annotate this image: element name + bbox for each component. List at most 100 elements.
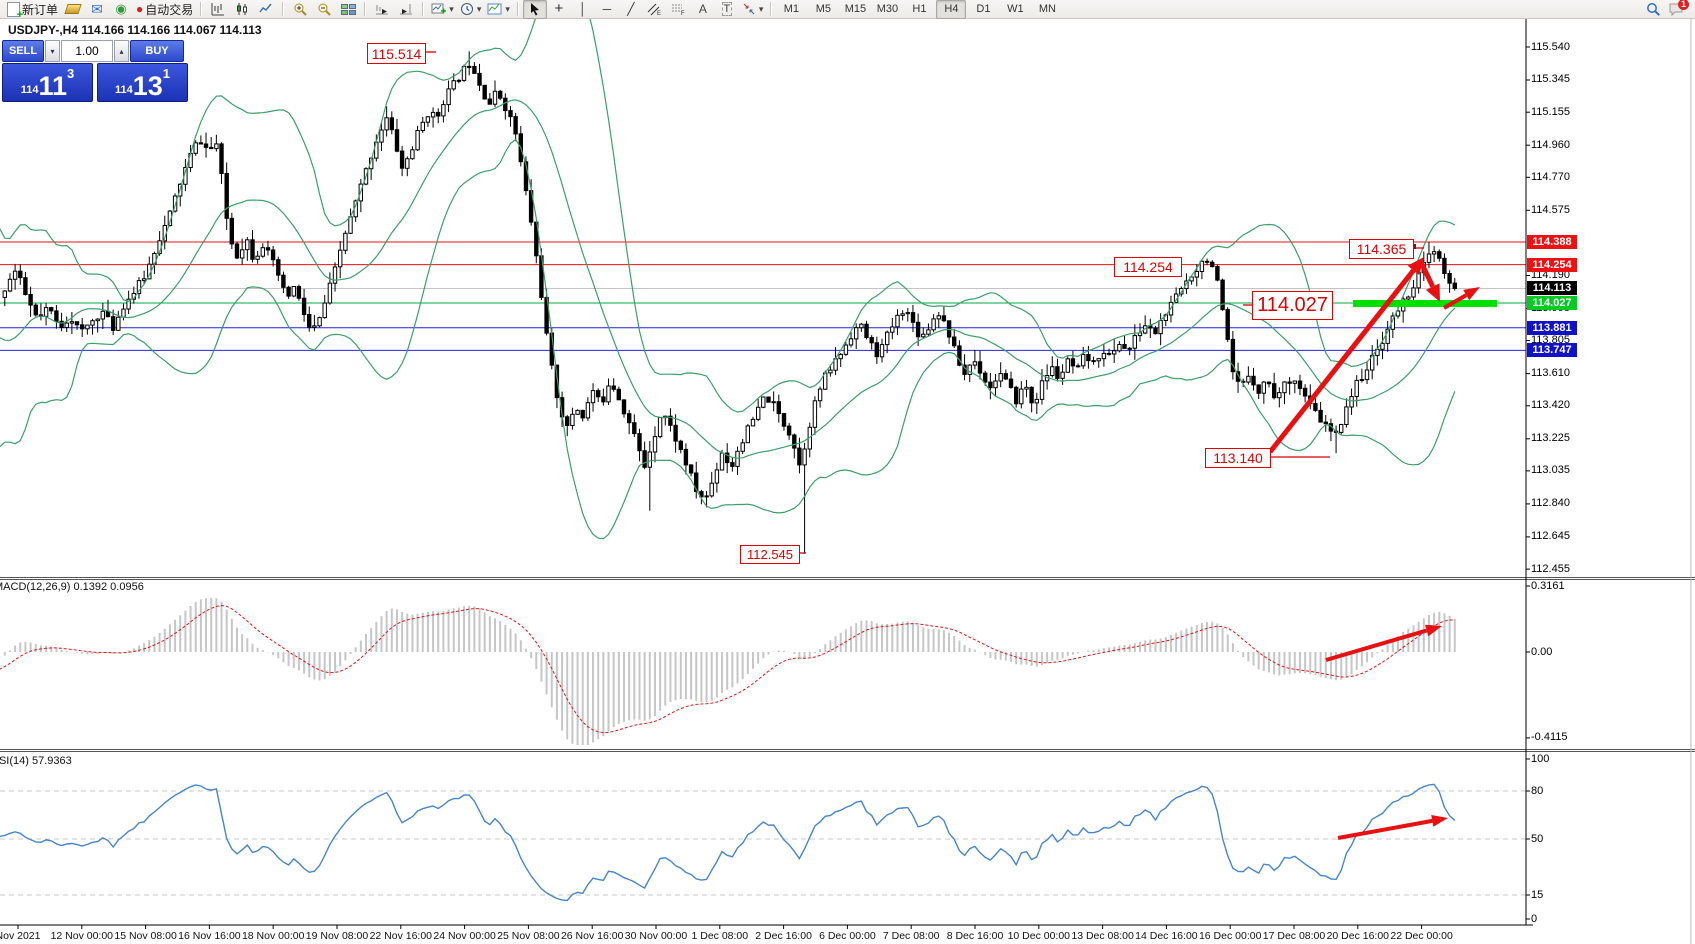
trend-arrow (1268, 268, 1416, 454)
volume-decrease-button[interactable]: ▾ (45, 40, 60, 62)
crosshair-tool-button[interactable]: + (547, 0, 571, 19)
trend-arrow (1325, 628, 1428, 662)
bollinger-bands (0, 19, 1456, 540)
time-axis-label-17: 13 Dec 08:00 (1071, 930, 1134, 942)
buy-price-display[interactable]: 114 13 1 (97, 63, 188, 102)
trend-arrow (1442, 293, 1468, 310)
price-annotation-115.514[interactable]: 115.514 (367, 43, 426, 64)
tf-button-M30[interactable]: M30 (876, 3, 899, 15)
bar-chart-icon (211, 3, 225, 16)
notifications-button[interactable]: 1 (1669, 0, 1689, 16)
rsi-axis-label-80: 80 (1531, 784, 1544, 797)
vertical-line-tool-button[interactable]: │ (571, 0, 595, 19)
buy-button[interactable]: BUY (130, 40, 184, 62)
text-tool-button[interactable]: A (691, 0, 715, 19)
price-axis-label-114.190: 114.190 (1531, 268, 1570, 281)
toolbar: 新订单 ✉ ◉ ● 自动交易 ▾ (0, 0, 1695, 21)
price-axis-label-113.610: 113.610 (1531, 367, 1570, 380)
text-icon: A (698, 2, 707, 16)
time-axis-label-1: 12 Nov 00:00 (50, 930, 114, 942)
volume-input[interactable] (61, 40, 113, 62)
trend-arrow-head (1431, 815, 1448, 827)
price-badge-113.881: 113.881 (1527, 320, 1577, 335)
time-axis-label-8: 25 Nov 08:00 (497, 930, 560, 942)
candles (2, 51, 1457, 554)
macd-axis-label-0.00: 0.00 (1531, 645, 1553, 658)
macd-axis-label-0.3161: 0.3161 (1531, 579, 1565, 592)
mail-icon: ✉ (91, 1, 103, 17)
chart-title: USDJPY-,H4 114.166 114.166 114.067 114.1… (8, 23, 262, 37)
sell-price-display[interactable]: 114 11 3 (2, 63, 93, 102)
bar-chart-mode-button[interactable] (206, 0, 230, 19)
price-annotation-112.545[interactable]: 112.545 (740, 545, 800, 564)
zoom-in-button[interactable] (288, 0, 312, 19)
tile-windows-button[interactable] (336, 0, 360, 19)
price-annotation-113.140[interactable]: 113.140 (1205, 448, 1271, 468)
time-axis-label-18: 14 Dec 16:00 (1135, 930, 1198, 942)
chart-shift-button[interactable] (394, 0, 418, 19)
tf-button-MN[interactable]: MN (1038, 3, 1056, 15)
rsi-axis-label-100: 100 (1531, 752, 1550, 765)
channel-tool-button[interactable]: E (643, 0, 667, 19)
cursor-tool-button[interactable] (522, 0, 547, 19)
crosshair-icon: + (554, 0, 564, 17)
autotrading-button[interactable]: ● 自动交易 (133, 0, 196, 19)
separator (364, 2, 367, 16)
tf-button-M15[interactable]: M15 (844, 3, 867, 15)
text-label-tool-button[interactable]: T (715, 0, 739, 19)
time-axis-label-5: 19 Nov 08:00 (305, 930, 369, 942)
tf-button-M1[interactable]: M1 (783, 3, 800, 15)
rsi-axis-label-15: 15 (1531, 888, 1544, 901)
buy-price-main: 13 (132, 71, 163, 101)
search-icon[interactable] (1646, 2, 1661, 17)
clock-icon (460, 3, 473, 15)
line-chart-mode-button[interactable] (254, 0, 278, 19)
signal-button[interactable]: ◉ (109, 0, 133, 19)
tf-button-W1[interactable]: W1 (1007, 3, 1024, 15)
trend-arrow-head (1463, 287, 1480, 301)
price-annotation-114.254[interactable]: 114.254 (1114, 257, 1182, 277)
sell-button[interactable]: SELL (2, 40, 44, 62)
price-axis-label-114.960: 114.960 (1531, 138, 1570, 151)
tf-button-H1[interactable]: H1 (912, 3, 927, 15)
time-axis-label-2: 15 Nov 08:00 (114, 930, 177, 942)
time-axis-label-0: Nov 2021 (0, 930, 41, 942)
sell-price-prefix: 114 (20, 84, 39, 96)
trendline-tool-button[interactable]: ╱ (619, 0, 643, 19)
price-annotation-114.027[interactable]: 114.027 (1252, 291, 1333, 320)
macd-indicator-label: MACD(12,26,9) 0.1392 0.0956 (0, 581, 144, 593)
new-chart-button[interactable]: ▾ (428, 0, 457, 19)
templates-button[interactable]: ▾ (484, 0, 513, 19)
tf-button-H4[interactable]: H4 (936, 0, 967, 19)
mail-button[interactable]: ✉ (85, 0, 109, 19)
dropdown-icon[interactable]: ▾ (505, 3, 510, 14)
zoom-out-button[interactable] (312, 0, 336, 19)
price-badge-114.388: 114.388 (1527, 234, 1577, 249)
gold-bar-icon (64, 4, 82, 14)
sell-price-main: 11 (38, 71, 68, 101)
shapes-tool-button[interactable]: ▾ (739, 0, 767, 19)
candlestick-mode-button[interactable] (230, 0, 254, 19)
new-order-icon (7, 1, 23, 21)
separator (422, 2, 425, 16)
fibonacci-tool-button[interactable]: F (667, 0, 691, 19)
volume-increase-button[interactable]: ▴ (114, 40, 129, 62)
dropdown-icon[interactable]: ▾ (476, 3, 482, 14)
market-watch-button[interactable] (61, 0, 85, 19)
dropdown-icon[interactable]: ▾ (758, 3, 764, 14)
periods-button[interactable]: ▾ (457, 0, 485, 19)
dropdown-icon[interactable]: ▾ (449, 3, 454, 14)
tf-button-M5[interactable]: M5 (815, 3, 832, 15)
time-axis-label-21: 20 Dec 16:00 (1326, 930, 1390, 942)
tf-button-D1[interactable]: D1 (976, 3, 991, 15)
rsi-axis-label-0: 0 (1531, 912, 1538, 925)
separator (200, 2, 203, 16)
time-axis-label-13: 6 Dec 00:00 (819, 930, 876, 942)
new-order-button[interactable]: 新订单 (4, 0, 61, 21)
price-annotation-114.365[interactable]: 114.365 (1349, 239, 1414, 259)
separator (516, 2, 519, 16)
horizontal-line-tool-button[interactable]: ─ (595, 0, 619, 19)
auto-scroll-button[interactable] (370, 0, 394, 19)
